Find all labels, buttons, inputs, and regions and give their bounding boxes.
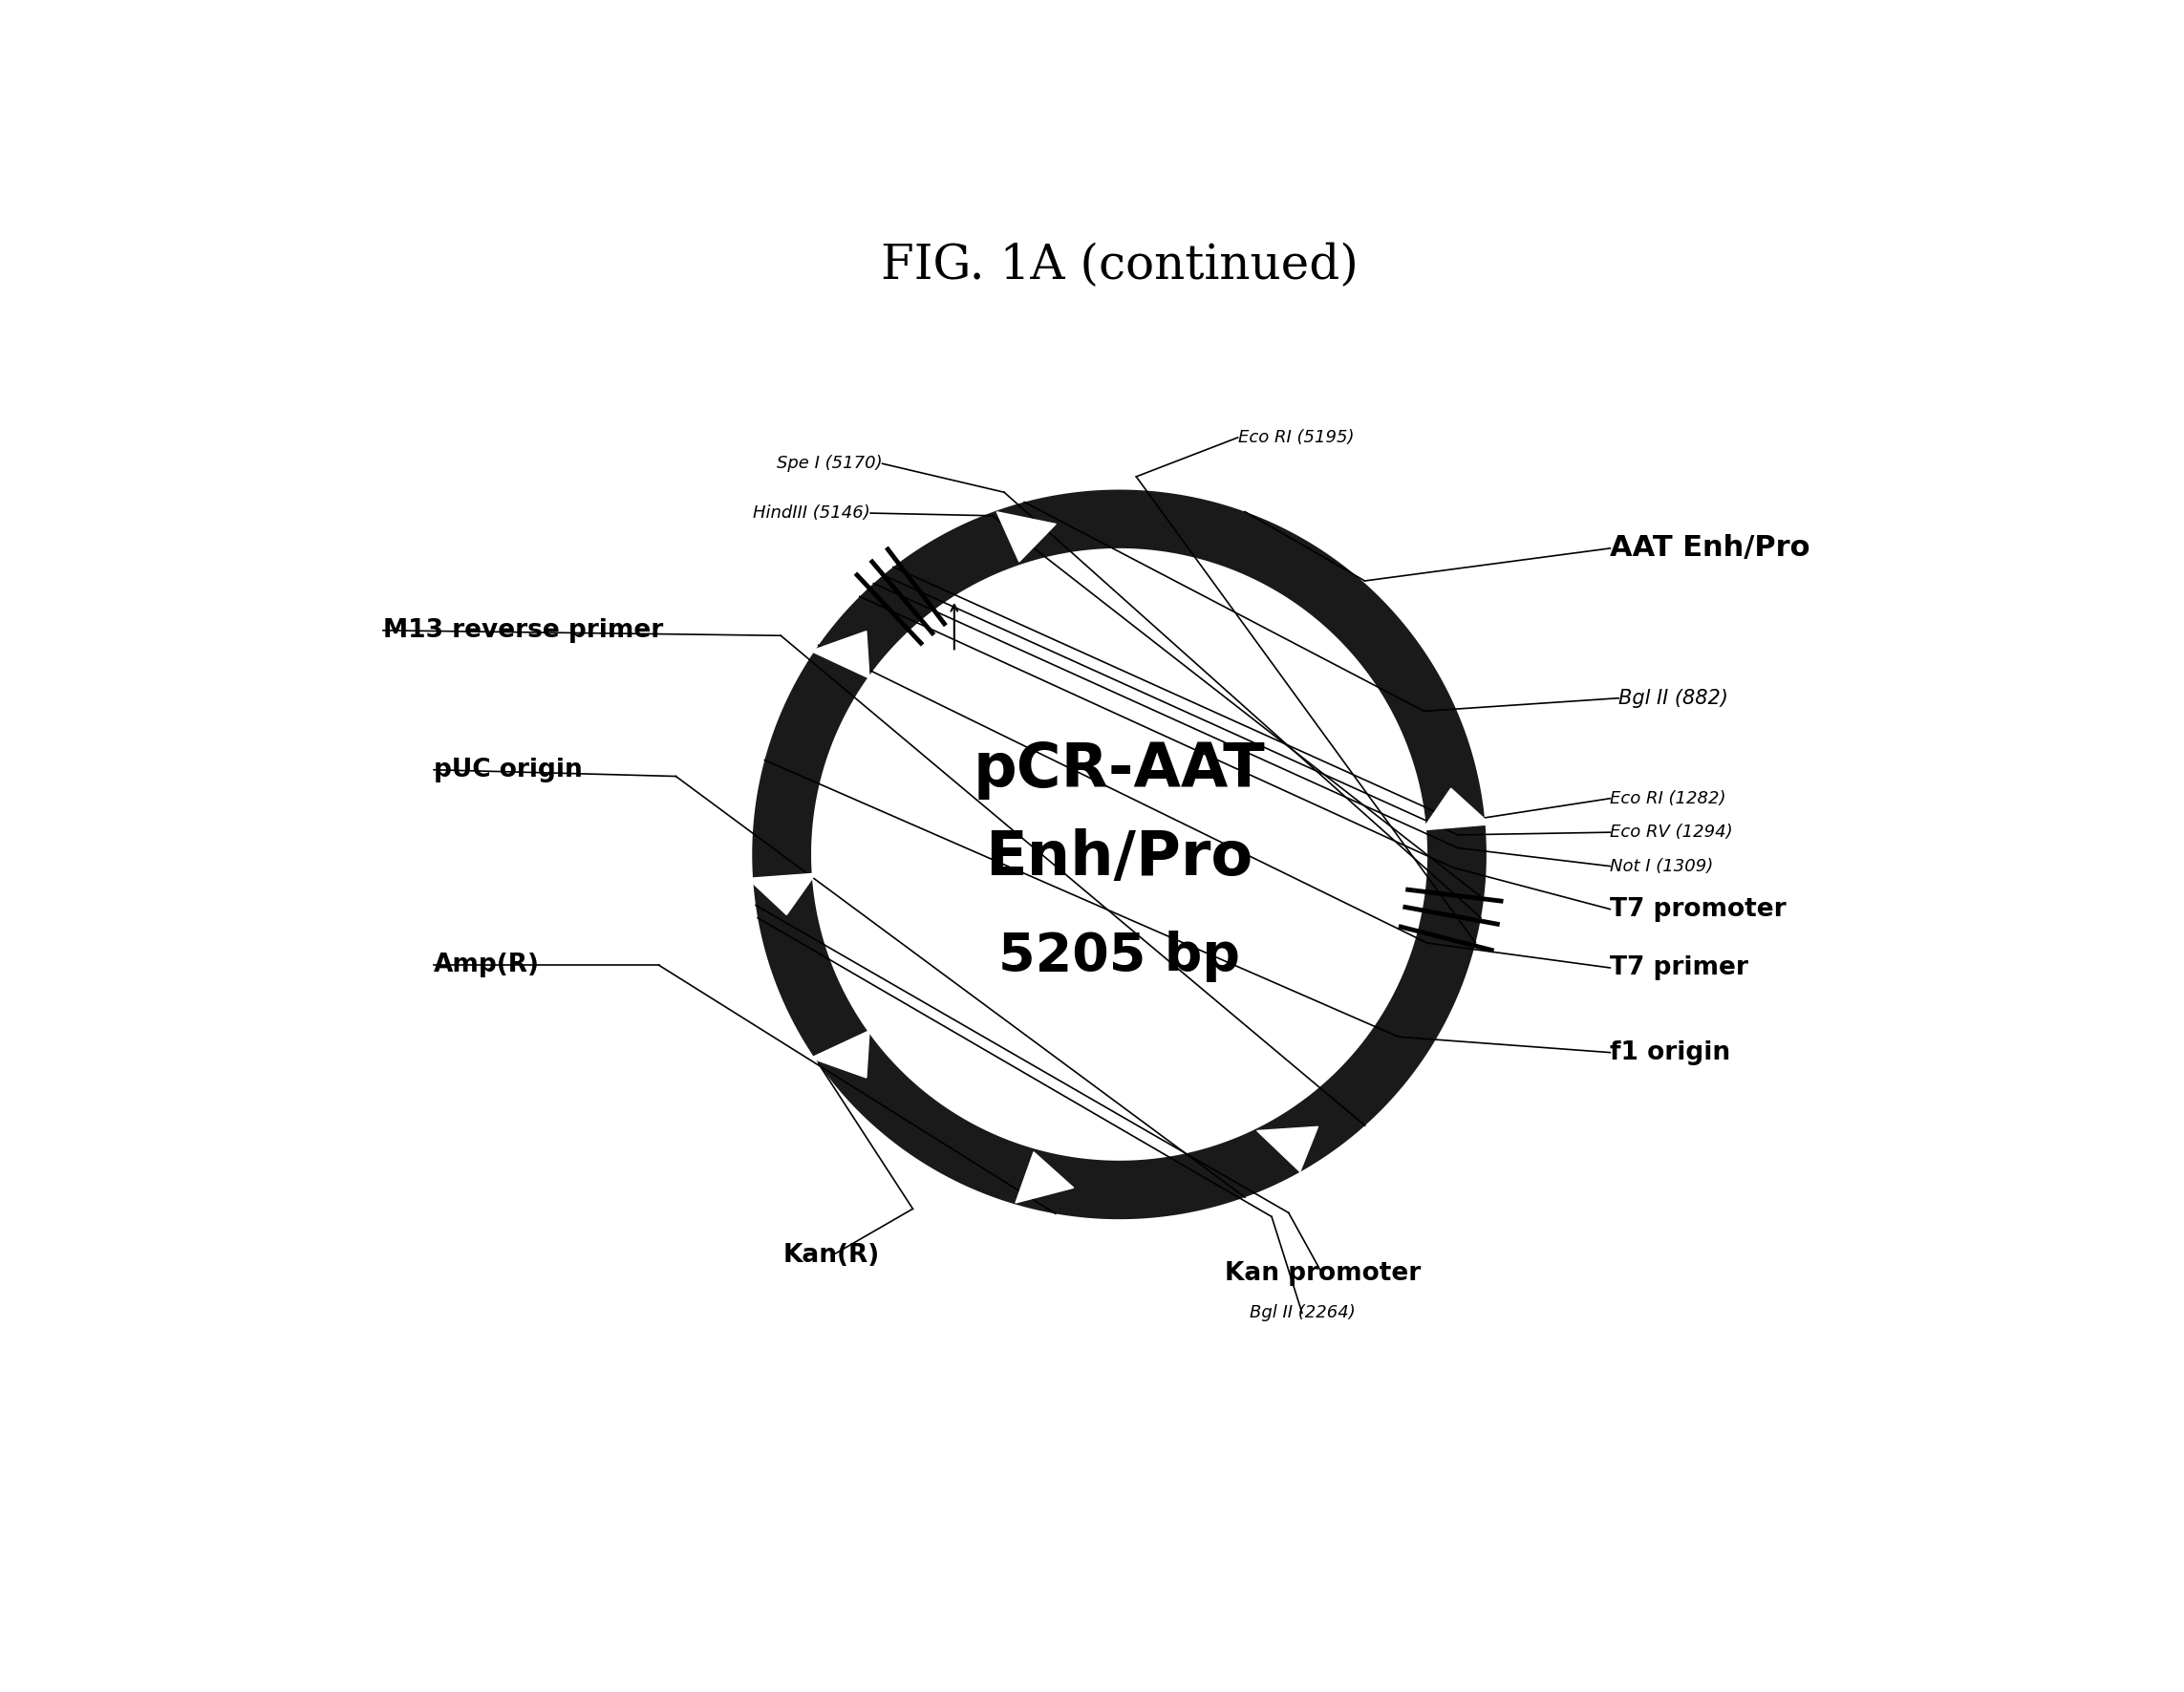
Polygon shape (996, 513, 1055, 562)
Text: T7 promoter: T7 promoter (1610, 897, 1787, 922)
Text: Amp(R): Amp(R) (435, 953, 539, 978)
Text: Not I (1309): Not I (1309) (1610, 858, 1714, 875)
Text: pUC origin: pUC origin (435, 758, 583, 782)
Text: 5205 bp: 5205 bp (998, 931, 1241, 981)
Text: Eco RI (1282): Eco RI (1282) (1610, 790, 1725, 807)
Polygon shape (810, 1030, 869, 1078)
Polygon shape (1016, 1152, 1075, 1203)
Text: Enh/Pro: Enh/Pro (985, 829, 1254, 888)
Text: pCR-AAT: pCR-AAT (974, 739, 1265, 799)
Text: Kan(R): Kan(R) (784, 1244, 880, 1269)
Text: Eco RV (1294): Eco RV (1294) (1610, 824, 1734, 841)
PathPatch shape (751, 489, 1487, 1220)
Text: f1 origin: f1 origin (1610, 1041, 1730, 1064)
Text: Eco RI (5195): Eco RI (5195) (1238, 430, 1354, 447)
Text: FIG. 1A (continued): FIG. 1A (continued) (880, 242, 1358, 289)
Text: Bgl II (882): Bgl II (882) (1618, 689, 1728, 707)
Text: Bgl II (2264): Bgl II (2264) (1249, 1305, 1354, 1321)
Text: M13 reverse primer: M13 reverse primer (382, 618, 664, 643)
Polygon shape (1258, 1127, 1317, 1173)
Polygon shape (1422, 788, 1489, 831)
Text: HindIII (5146): HindIII (5146) (753, 504, 871, 521)
Text: T7 primer: T7 primer (1610, 956, 1749, 980)
Text: AAT Enh/Pro: AAT Enh/Pro (1610, 535, 1811, 562)
Polygon shape (747, 873, 817, 915)
Text: Spe I (5170): Spe I (5170) (778, 455, 882, 472)
Polygon shape (810, 631, 869, 678)
Text: Kan promoter: Kan promoter (1225, 1262, 1420, 1286)
